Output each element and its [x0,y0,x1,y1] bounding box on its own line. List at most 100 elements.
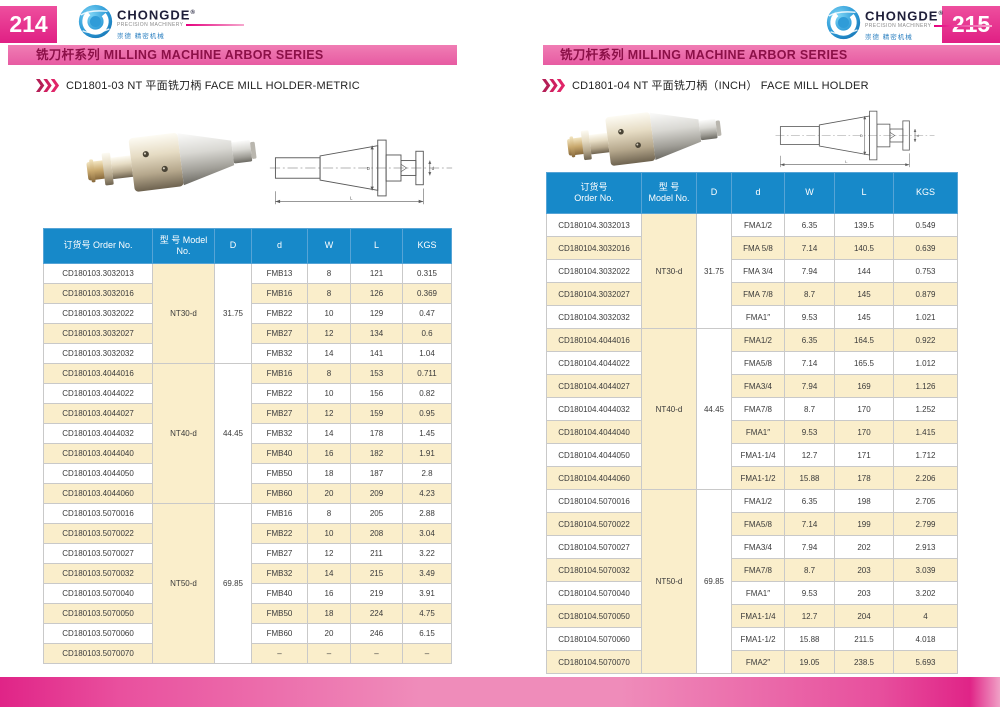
dim-d-cell: – [251,643,308,664]
dim-d-cell: FMB32 [251,423,308,444]
dim-w-cell: 9.53 [784,420,835,444]
order-no-cell: CD180104.3032027 [546,282,642,306]
table-row: CD180104.3032016 FMA 5/8 7.14 140.5 0.639 [546,236,958,260]
kgs-cell: 0.6 [402,323,452,344]
dim-l-cell: 211.5 [834,627,894,651]
diameter-d-cell: 31.75 [696,213,732,329]
dim-d-cell: FMA1″ [731,581,785,605]
dim-d-cell: FMA1/2 [731,489,785,513]
table-row: CD180104.4044016 NT40-d 44.45 FMA1/2 6.35 164… [546,328,958,490]
dim-w-cell: 12.7 [784,443,835,467]
order-no-cell: CD180104.3032022 [546,259,642,283]
table-row: CD180104.3032022 FMA 3/4 7.94 144 0.753 [546,259,958,283]
table-row: CD180104.3032013 NT30-d 31.75 FMA1/2 6.35 139… [546,213,958,329]
table-row: CD180104.4044022 FMA5/8 7.14 165.5 1.012 [546,351,958,375]
kgs-cell: 0.82 [402,383,452,404]
dim-w-cell: 15.88 [784,466,835,490]
order-no-cell: CD180104.5070050 [546,604,642,628]
order-no-cell: CD180103.4044040 [43,443,153,464]
dim-l-cell: 215 [350,563,403,584]
table-row: CD180104.3032027 FMA 7/8 8.7 145 0.879 [546,282,958,306]
table-row: CD180103.4044050 FMB50 18 187 2.8 [43,463,452,484]
dim-w-cell: 12 [307,543,351,564]
order-no-cell: CD180103.5070060 [43,623,153,644]
dim-w-cell: 8.7 [784,397,835,421]
section-title: CD1801-04 NT 平面铣刀柄（INCH） FACE MILL HOLDE… [542,77,869,93]
series-banner: 铣刀杆系列 MILLING MACHINE ARBOR SERIES [543,45,1000,65]
order-no-cell: CD180104.5070027 [546,535,642,559]
table-row: CD180103.5070022 FMB22 10 208 3.04 [43,523,452,544]
globe-icon [825,4,862,41]
page-215: 215 CHONGDE® PRECISION MACHINERY 崇德 精密机械… [500,0,1000,677]
dim-l-cell: 170 [834,420,894,444]
brand-name: CHONGDE® [117,7,196,23]
table-row: CD180103.3032013 NT30-d 31.75 FMB13 8 121 0.31… [43,263,452,364]
dim-w-cell: 10 [307,303,351,324]
dim-d-cell: FMA7/8 [731,558,785,582]
tagline-line [934,25,993,28]
table-row: CD180103.4044032 FMB32 14 178 1.45 [43,423,452,444]
model-no-cell: NT50-d [152,503,215,664]
dim-w-cell: 14 [307,563,351,584]
kgs-cell: 2.913 [893,535,958,559]
table-row: CD180103.3032032 FMB32 14 141 1.04 [43,343,452,364]
registered-mark: ® [938,11,944,17]
dim-l-cell: 203 [834,581,894,605]
order-no-cell: CD180103.4044050 [43,463,153,484]
order-no-cell: CD180104.5070016 [546,489,642,513]
dim-l-cell: 144 [834,259,894,283]
kgs-cell: 3.22 [402,543,452,564]
dim-d-cell: FMA1/2 [731,213,785,237]
dim-l-cell: 224 [350,603,403,624]
dim-d-cell: FMB60 [251,623,308,644]
dim-w-cell: 7.94 [784,535,835,559]
brand-tagline: PRECISION MACHINERY [117,22,184,29]
dim-d-cell: FMA3/4 [731,535,785,559]
dim-d-cell: FMA3/4 [731,374,785,398]
triple-chevron-icon [36,79,60,92]
dim-w-cell: 12 [307,323,351,344]
order-no-cell: CD180103.4044027 [43,403,153,424]
dim-l-cell: 156 [350,383,403,404]
dim-l-cell: 209 [350,483,403,504]
table-row: CD180104.5070040 FMA1″ 9.53 203 3.202 [546,581,958,605]
dim-l-cell: 145 [834,305,894,329]
kgs-cell: 0.47 [402,303,452,324]
brand-name: CHONGDE® [865,8,944,24]
table-row: CD180104.5070022 FMA5/8 7.14 199 2.799 [546,512,958,536]
dim-w-cell: 19.05 [784,650,835,674]
column-header: D [696,172,732,214]
brand-logo: CHONGDE® PRECISION MACHINERY 崇德 精密机械 [825,4,993,41]
table-row: CD180103.4044016 NT40-d 44.45 FMB16 8 153 0.71… [43,363,452,504]
dim-d-cell: FMA 5/8 [731,236,785,260]
brand-tagline: PRECISION MACHINERY [865,23,932,30]
footer-gradient-bar [0,677,1000,707]
dim-d-cell: FMB16 [251,363,308,384]
dim-d-cell: FMA 3/4 [731,259,785,283]
kgs-cell: – [402,643,452,664]
column-header: d [251,228,308,264]
diameter-d-cell: 31.75 [214,263,252,364]
column-header: D [214,228,252,264]
dim-l-cell: 219 [350,583,403,604]
kgs-cell: 6.15 [402,623,452,644]
table-row: CD180104.5070060 FMA1-1/2 15.88 211.5 4.018 [546,627,958,651]
dim-l-cell: 140.5 [834,236,894,260]
column-header: W [784,172,835,214]
table-row: CD180104.5070027 FMA3/4 7.94 202 2.913 [546,535,958,559]
kgs-cell: 0.95 [402,403,452,424]
dim-l-cell: 187 [350,463,403,484]
dim-d-cell: FMB22 [251,523,308,544]
order-no-cell: CD180103.4044016 [43,363,153,384]
triple-chevron-icon [542,79,566,92]
dim-w-cell: 12.7 [784,604,835,628]
kgs-cell: 0.922 [893,328,958,352]
order-no-cell: CD180103.4044022 [43,383,153,404]
dim-d-cell: FMB50 [251,463,308,484]
kgs-cell: 0.711 [402,363,452,384]
table-row: CD180103.5070060 FMB60 20 246 6.15 [43,623,452,644]
kgs-cell: 3.49 [402,563,452,584]
column-header: 型 号 Model No. [641,172,697,214]
dim-l-cell: 129 [350,303,403,324]
